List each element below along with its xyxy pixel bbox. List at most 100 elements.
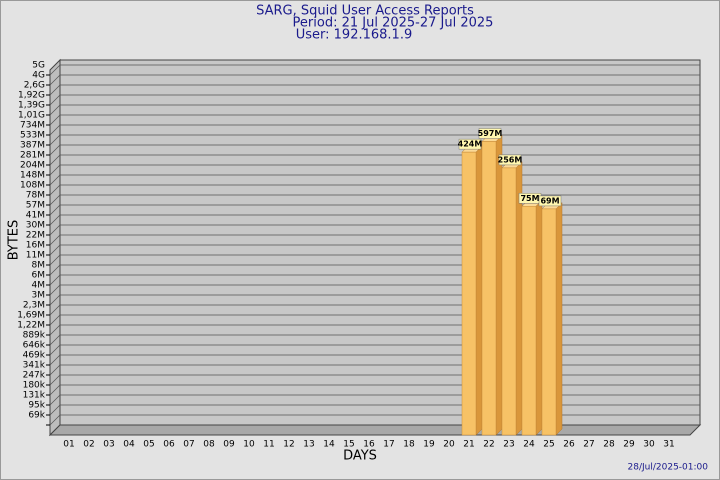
- plot-floor: [48, 424, 702, 436]
- x-tick-label: 15: [343, 440, 354, 450]
- bar: [481, 141, 497, 436]
- grid-line: [49, 144, 61, 156]
- bar: [461, 151, 477, 436]
- bar-side: [535, 199, 543, 436]
- x-tick-label: 13: [303, 440, 314, 450]
- grid-line: [49, 104, 61, 116]
- x-tick-label: 03: [103, 440, 114, 450]
- x-tick-label: 28: [603, 440, 615, 450]
- x-tick-label: 18: [403, 440, 415, 450]
- y-tick-label: 11M: [26, 251, 45, 261]
- grid-line: [49, 344, 61, 356]
- y-tick-label: 22M: [26, 231, 45, 241]
- y-tick-label: 8M: [32, 261, 46, 271]
- grid-line: [49, 234, 61, 246]
- x-tick-label: 26: [563, 440, 575, 450]
- grid-line: [49, 364, 61, 376]
- grid-line: [49, 354, 61, 366]
- x-tick-label: 30: [643, 440, 655, 450]
- y-tick-label: 387M: [20, 141, 45, 151]
- x-tick-label: 31: [663, 440, 674, 450]
- x-tick-label: 17: [383, 440, 394, 450]
- y-tick-label: 247k: [23, 371, 46, 381]
- y-tick-label: 4G: [32, 71, 45, 81]
- y-tick-label: 6M: [32, 271, 46, 281]
- grid-line: [49, 204, 61, 216]
- grid-line: [49, 374, 61, 386]
- bar-side: [475, 145, 483, 436]
- data-label: 69M: [540, 196, 559, 205]
- data-label-box: [498, 154, 522, 166]
- grid-line: [49, 294, 61, 306]
- grid-line: [49, 304, 61, 316]
- y-tick-label: 3M: [32, 291, 46, 301]
- x-tick-label: 07: [183, 440, 194, 450]
- chart-subtitle: Period: 21 Jul 2025-27 Jul 2025: [293, 16, 494, 31]
- y-tick-label: 646k: [23, 341, 46, 351]
- grid-line: [49, 284, 61, 296]
- grid-line: [49, 224, 61, 236]
- grid-line: [49, 264, 61, 276]
- grid-line: [49, 404, 61, 416]
- y-tick-label: 281M: [20, 151, 45, 161]
- y-tick-label: 108M: [20, 181, 45, 191]
- x-tick-label: 29: [623, 440, 635, 450]
- footnote: 28/Jul/2025-01:00: [628, 463, 709, 473]
- grid-line: [49, 94, 61, 106]
- y-tick-label: 1,92G: [18, 91, 45, 101]
- y-tick-label: 1,01G: [18, 111, 45, 121]
- grid-line: [49, 64, 61, 76]
- x-tick-label: 01: [63, 440, 74, 450]
- y-tick-label: 131k: [23, 391, 46, 401]
- bar: [521, 206, 537, 436]
- y-tick-label: 1,69M: [17, 311, 45, 321]
- y-tick-label: 148M: [20, 171, 45, 181]
- y-tick-label: 204M: [20, 161, 45, 171]
- chart-title: SARG, Squid User Access Reports: [256, 4, 474, 19]
- x-tick-label: 14: [323, 440, 335, 450]
- grid-line: [49, 184, 61, 196]
- x-tick-label: 04: [123, 440, 135, 450]
- data-label-box: [538, 195, 562, 207]
- data-label: 597M: [478, 129, 503, 138]
- bar-side: [495, 134, 503, 436]
- grid-line: [49, 394, 61, 406]
- y-tick-label: 5G: [32, 61, 45, 71]
- bar: [501, 167, 517, 436]
- y-tick-label: 30M: [26, 221, 45, 231]
- grid-line: [49, 214, 61, 226]
- x-tick-label: 20: [443, 440, 455, 450]
- x-tick-label: 27: [583, 440, 594, 450]
- y-tick-label: 1,22M: [17, 321, 45, 331]
- y-tick-label: 69k: [28, 411, 45, 421]
- x-tick-label: 06: [163, 440, 175, 450]
- x-tick-label: 19: [423, 440, 435, 450]
- grid-line: [49, 274, 61, 286]
- x-tick-label: 11: [263, 440, 274, 450]
- bar-side: [555, 202, 563, 436]
- x-tick-label: 22: [483, 440, 494, 450]
- y-axis-label: BYTES: [7, 220, 22, 261]
- y-tick-label: 41M: [26, 211, 45, 221]
- data-label: 256M: [498, 155, 523, 164]
- grid-line: [49, 334, 61, 346]
- grid-line: [49, 74, 61, 86]
- grid-line: [49, 124, 61, 136]
- x-tick-label: 21: [463, 440, 474, 450]
- y-tick-label: 57M: [26, 201, 45, 211]
- x-tick-label: 02: [83, 440, 94, 450]
- y-tick-label: 533M: [20, 131, 45, 141]
- grid-line: [49, 154, 61, 166]
- x-tick-label: 10: [243, 440, 255, 450]
- chart-subtitle: User: 192.168.1.9: [296, 28, 412, 43]
- data-label: 424M: [458, 140, 483, 149]
- data-label: 75M: [520, 194, 539, 203]
- bar: [541, 208, 557, 436]
- y-tick-label: 95k: [28, 401, 45, 411]
- y-tick-label: 16M: [26, 241, 45, 251]
- x-tick-label: 24: [523, 440, 535, 450]
- x-axis-label: DAYS: [343, 449, 377, 464]
- grid-line: [49, 194, 61, 206]
- y-tick-label: 180k: [23, 381, 46, 391]
